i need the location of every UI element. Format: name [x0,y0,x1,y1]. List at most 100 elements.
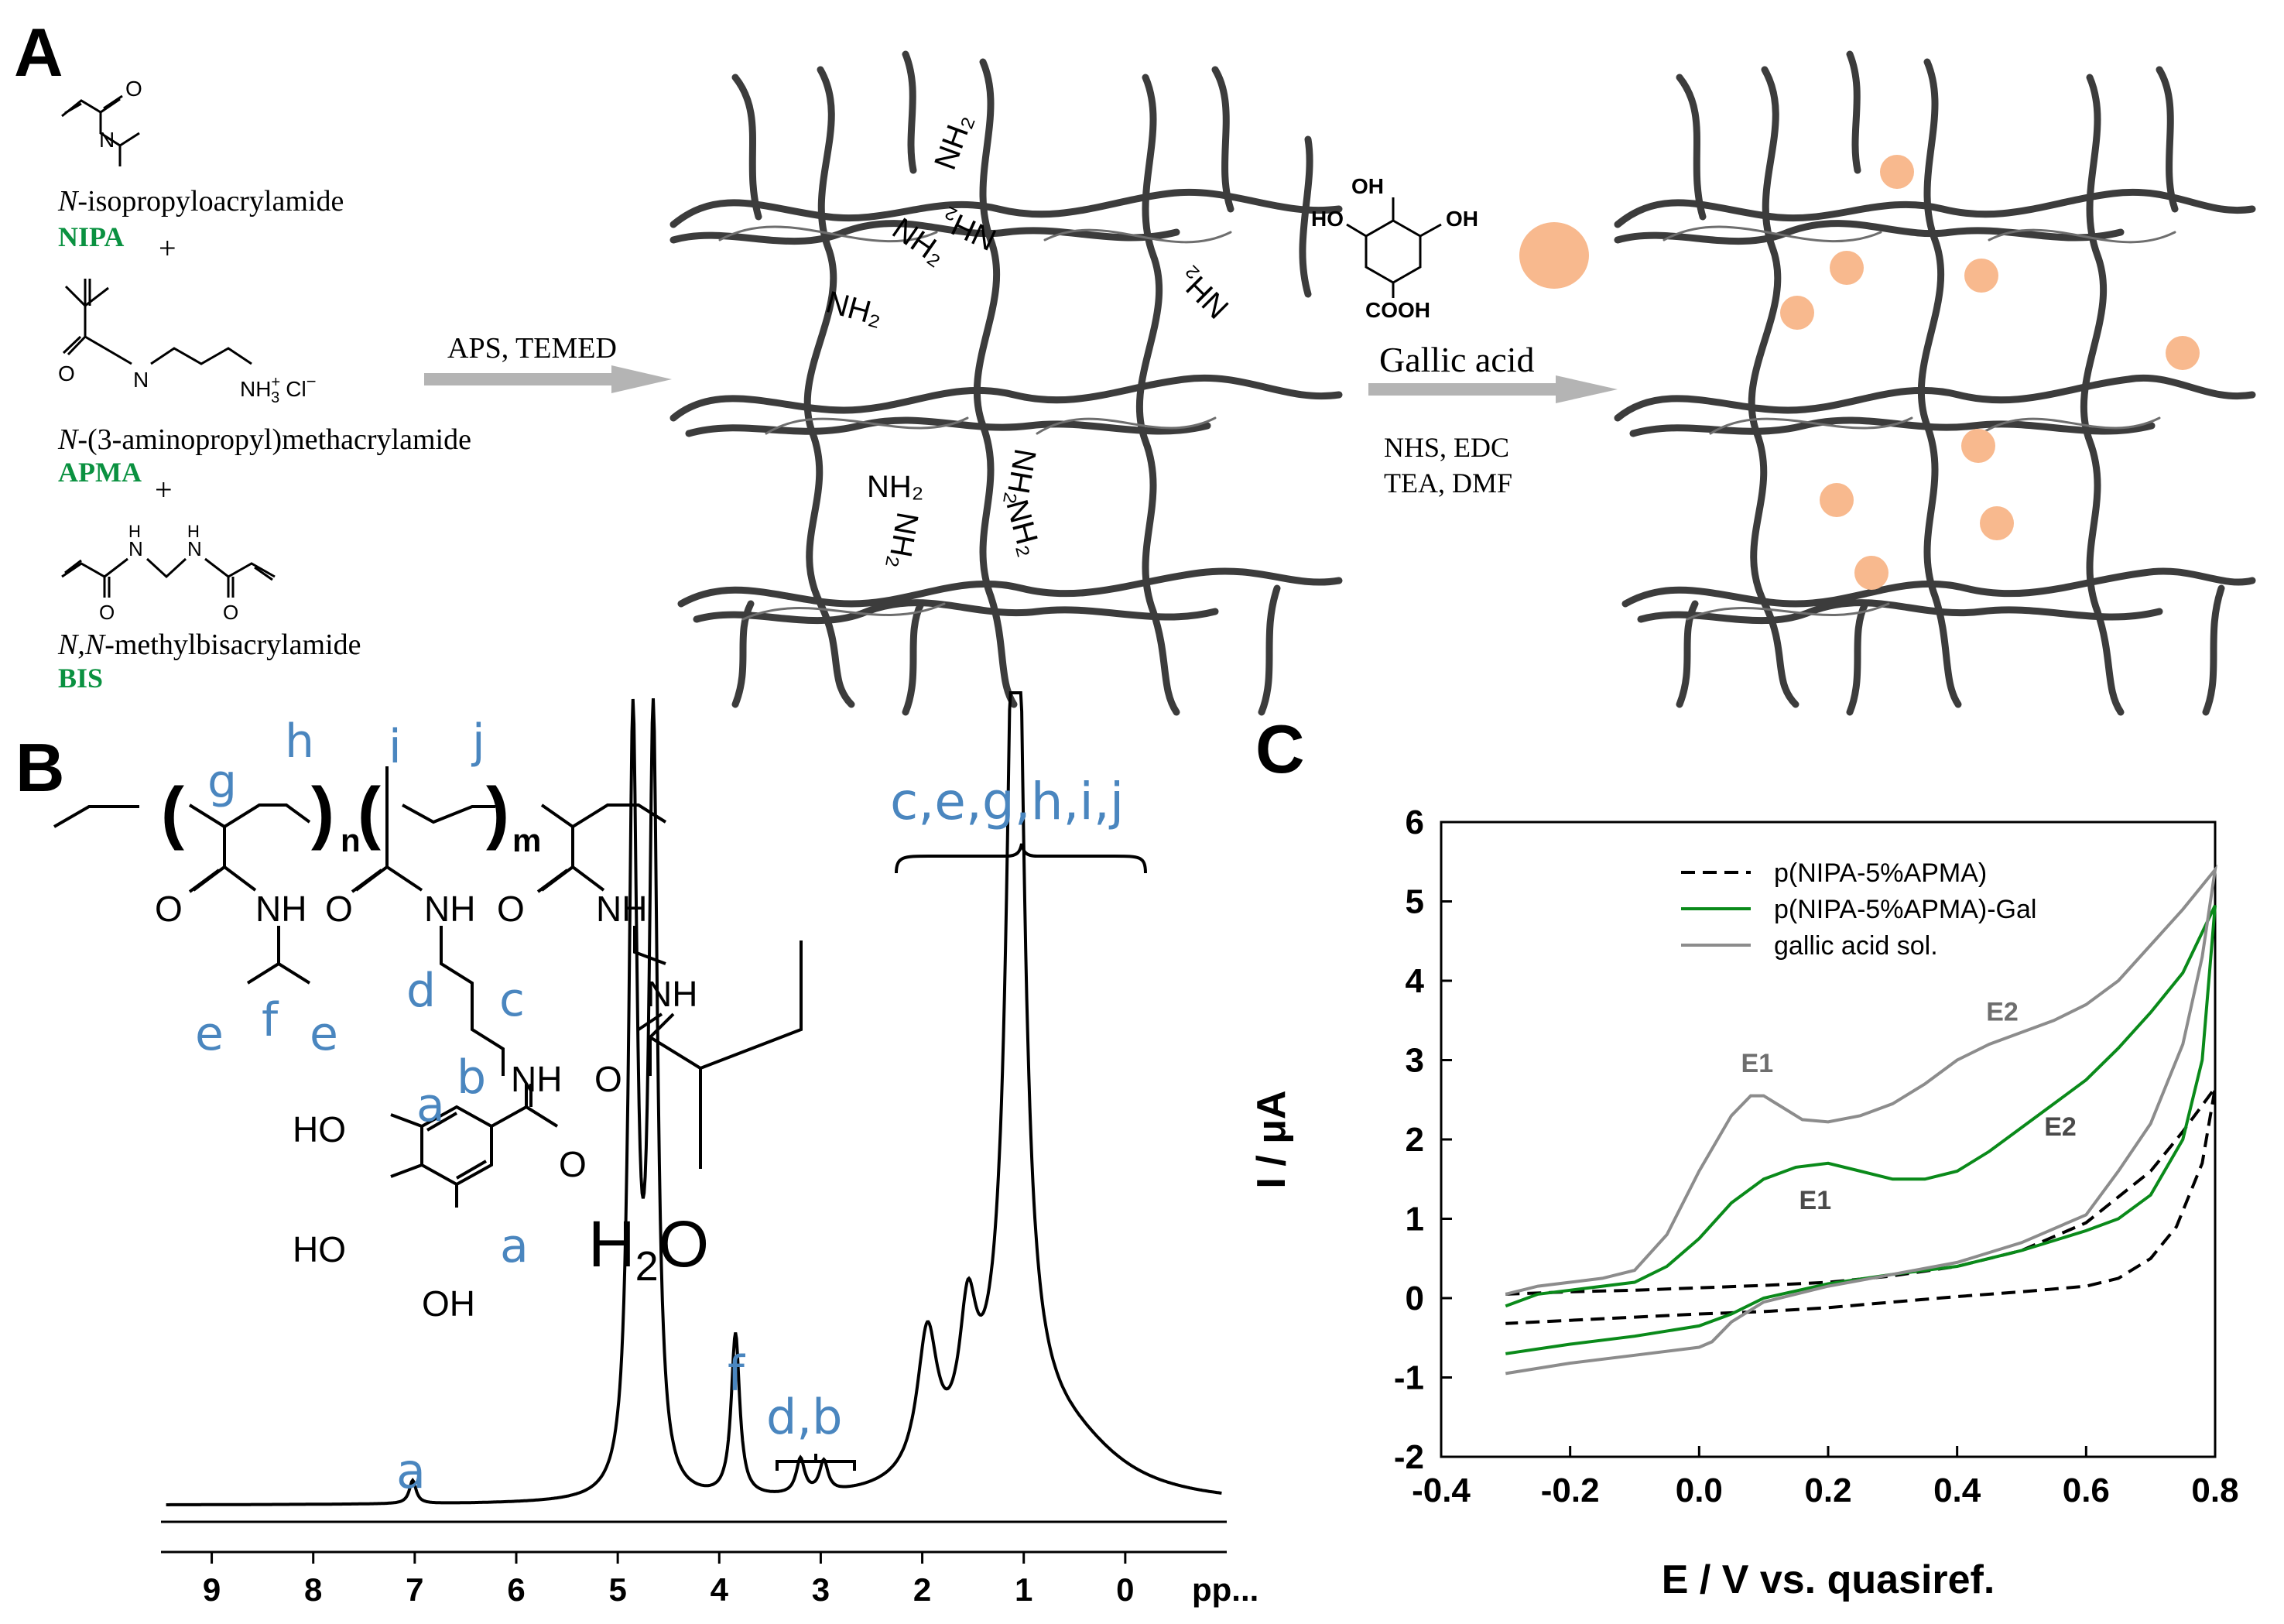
gallic-bead [1854,556,1888,590]
label-a: a [500,1219,529,1273]
legend: p(NIPA-5%APMA) p(NIPA-5%APMA)-Gal gallic a… [1681,858,2036,961]
gallic-bead [1880,155,1914,189]
series-group [1505,864,2218,1376]
peak-annotation: E1 [1741,1049,1774,1078]
apma-name: N-(3-aminopropyl)methacrylamide [57,423,471,456]
cv-chart: -0.4 -0.2 0.0 0.2 0.4 0.6 0.8 -2 -1 0 1 2 3 4 5 6 E1 E2… [1249,803,2239,1602]
nipa-structure [61,94,140,166]
peak-annotation: E1 [1799,1186,1832,1215]
bis-h1: H [128,522,141,541]
atom-o: O [594,1059,622,1099]
gallic-bead [1820,483,1854,517]
label-f: f [262,993,279,1047]
peak-annotation: E2 [2044,1112,2077,1142]
nmr-trace [166,691,1222,1506]
nipa-abbr: NIPA [58,221,124,252]
atom-nh: NH [596,889,647,929]
gallic-bead [2166,336,2200,370]
atom-nh: NH [511,1059,562,1099]
atom-oh: OH [422,1283,475,1324]
y-axis-label: I / μA [1249,1090,1294,1188]
apma-abbr: APMA [58,457,142,488]
bis-n1: N [128,537,143,560]
x-tick-label: 0.8 [2191,1472,2238,1509]
legend-label: gallic acid sol. [1774,931,1938,961]
cluster-bracket [895,843,1147,874]
y-tick-label: -1 [1394,1359,1424,1397]
y-tick-label: 5 [1406,883,1424,921]
legend-label: p(NIPA-5%APMA)-Gal [1774,895,2036,924]
panel-a: A O N N-isopropyloacrylamide NIPA + O N [14,14,2256,716]
gallic-bead [1830,251,1864,285]
peak-annotation: E2 [1986,997,2019,1026]
structure-atoms: O NH O NH O NH NH NH O O HO HO OH [155,889,697,1324]
polymer-parens: ( ) n ( ) m [161,774,541,858]
label-d: d [406,964,436,1018]
open-paren: ( [161,774,184,851]
amine-label: NH₂ [999,496,1046,560]
label-b: b [457,1050,486,1105]
db-bracket [776,1454,856,1471]
atom-o: O [325,889,353,929]
apma-structure [62,279,252,365]
x-tick-label: -0.4 [1412,1472,1471,1509]
label-e: e [195,1007,224,1061]
label-i: i [389,720,402,774]
nmr-ticks: 9 8 7 6 5 4 3 2 1 0 [203,1552,1135,1608]
atom-nh: NH [255,889,306,929]
gallic-bead [1980,506,2014,540]
y-tick-label: 2 [1406,1121,1424,1159]
bis-abbr: BIS [58,663,103,694]
gallic-oh-top: OH [1351,174,1384,198]
nmr-tick-label: 4 [711,1571,729,1608]
atom-nh: NH [646,974,697,1014]
nmr-tick-label: 3 [812,1571,830,1608]
gallic-acid-structure [1346,197,1442,298]
apma-o: O [58,361,75,385]
close-paren: ) [311,774,334,851]
atom-o: O [497,889,525,929]
peak-label-a: a [396,1443,426,1499]
gallic-bead [1961,429,1995,463]
y-tick-label: -2 [1394,1438,1424,1476]
x-tick-label: 0.0 [1676,1472,1723,1509]
reaction-2-line2: TEA, DMF [1384,468,1512,499]
x-ticks: -0.4 -0.2 0.0 0.2 0.4 0.6 0.8 [1412,1446,2239,1509]
atom-nh: NH [424,889,475,929]
panel-c-letter: C [1255,711,1305,787]
label-c: c [499,973,525,1027]
peak-label-db: d,b [766,1389,842,1445]
reaction-2-title: Gallic acid [1379,340,1535,379]
atom-ho: HO [293,1229,346,1269]
bis-o2: O [223,601,238,624]
gallic-oh-right: OH [1446,207,1478,231]
subscript-m: m [512,822,541,858]
x-tick-label: 0.4 [1933,1472,1981,1509]
panel-b-letter: B [15,729,65,806]
nmr-tick-label: 5 [608,1571,626,1608]
reaction-1-label: APS, TEMED [447,332,617,365]
functionalized-network [1614,50,2256,716]
atom-o: O [155,889,183,929]
plus-1: + [159,231,176,266]
apma-nh3: NH+ 3 Cl− [240,372,317,406]
nipa-name: N-isopropyloacrylamide [57,185,344,218]
apma-n: N [133,368,149,392]
gallic-cooh: COOH [1365,298,1430,322]
water-label: H2O [588,1208,709,1290]
structure-labels: g h i j e f e d c b a a [195,714,529,1273]
x-axis-label: E / V vs. quasiref. [1662,1557,1995,1602]
gallic-ho: HO [1311,207,1344,231]
amine-label: NH₂ [1171,261,1235,325]
amine-label: NH₂ [928,109,979,174]
amine-labels: NH₂ NH₂ NH₂ NH₂ NH₂ NH₂ NH₂ NH₂ NH₂ [823,109,1236,571]
label-e: e [310,1007,338,1061]
y-tick-label: 1 [1406,1201,1424,1239]
gallic-bead-legend [1519,222,1589,289]
label-a: a [416,1078,445,1132]
nmr-tick-label: 8 [304,1571,322,1608]
y-tick-label: 4 [1406,962,1425,1000]
peak-label-f: f [728,1345,746,1402]
legend-label: p(NIPA-5%APMA) [1774,858,1987,888]
